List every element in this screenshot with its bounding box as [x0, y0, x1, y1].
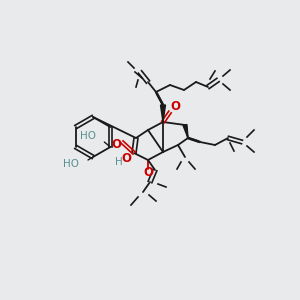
- Text: O: O: [121, 152, 131, 164]
- Text: O: O: [143, 167, 153, 179]
- Polygon shape: [183, 124, 188, 138]
- Text: HO: HO: [80, 131, 96, 141]
- Text: O: O: [170, 100, 180, 113]
- Text: H: H: [115, 157, 123, 167]
- Text: O: O: [111, 137, 121, 151]
- Text: HO: HO: [63, 159, 79, 169]
- Polygon shape: [160, 105, 166, 122]
